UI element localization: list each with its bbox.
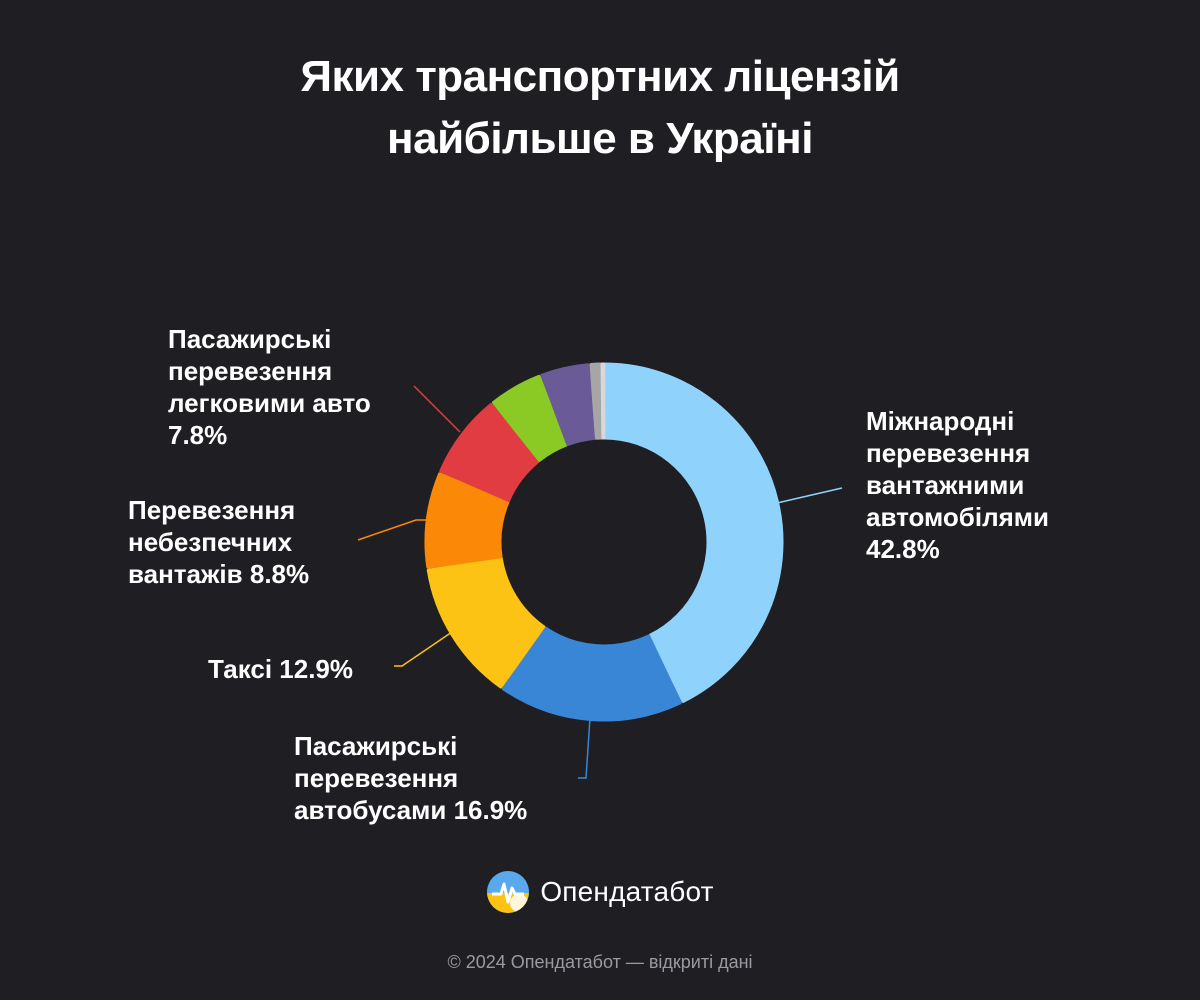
slice-label-0-line-1: перевезення: [866, 438, 1031, 468]
slice-label-1-line-0: Пасажирські: [294, 731, 458, 761]
donut-slice-4: [439, 402, 540, 502]
donut-slice-8: [600, 362, 606, 440]
brand: Опендатабот: [0, 868, 1200, 916]
slice-label-4: Пасажирські перевезення легковими авто 7.8%: [168, 323, 371, 451]
chart-title: Яких транспортних ліцензій найбільше в У…: [0, 46, 1200, 170]
slice-label-3-line-1: небезпечних: [128, 527, 293, 557]
slice-label-4-line-2: легковими авто: [168, 388, 371, 418]
slice-label-3-line-2: вантажів 8.8%: [128, 559, 310, 589]
chart-title-line-2: найбільше в Україні: [387, 114, 813, 163]
leader-line-4: [413, 385, 461, 433]
footer-copyright: © 2024 Опендатабот — відкриті дані: [447, 952, 753, 972]
slice-label-0-line-3: автомобілями: [866, 502, 1049, 532]
slice-label-0-line-4: 42.8%: [866, 534, 940, 564]
donut-slice-5: [491, 374, 568, 462]
donut-slice-6: [540, 363, 597, 447]
slice-label-2: Таксі 12.9%: [208, 653, 353, 685]
slice-label-4-line-1: перевезення: [168, 356, 333, 386]
slice-label-0-line-0: Міжнародні: [866, 406, 1015, 436]
leader-line-3: [357, 519, 428, 541]
chart-title-line-1: Яких транспортних ліцензій: [300, 52, 900, 101]
donut-slice-3: [424, 472, 510, 569]
leader-line-1: [578, 717, 591, 779]
slice-label-0: Міжнародні перевезення вантажними автомобіл…: [866, 405, 1049, 565]
slice-label-0-line-2: вантажними: [866, 470, 1025, 500]
brand-name: Опендатабот: [540, 876, 714, 907]
leader-line-2: [394, 631, 453, 667]
slice-label-1-line-1: перевезення: [294, 763, 459, 793]
slice-label-3: Перевезення небезпечних вантажів 8.8%: [128, 494, 309, 590]
slice-label-4-line-0: Пасажирські: [168, 324, 332, 354]
donut-slice-1: [501, 626, 682, 722]
slice-label-2-line-0: Таксі 12.9%: [208, 654, 353, 684]
leader-line-0: [776, 487, 843, 504]
donut-slice-2: [426, 557, 546, 689]
slice-label-1-line-2: автобусами 16.9%: [294, 795, 528, 825]
slice-label-1: Пасажирські перевезення автобусами 16.9%: [294, 730, 527, 826]
donut-slice-0: [603, 362, 784, 703]
slice-label-4-line-3: 7.8%: [168, 420, 228, 450]
slice-label-3-line-0: Перевезення: [128, 495, 296, 525]
opendatabot-logo-icon: [487, 871, 530, 913]
